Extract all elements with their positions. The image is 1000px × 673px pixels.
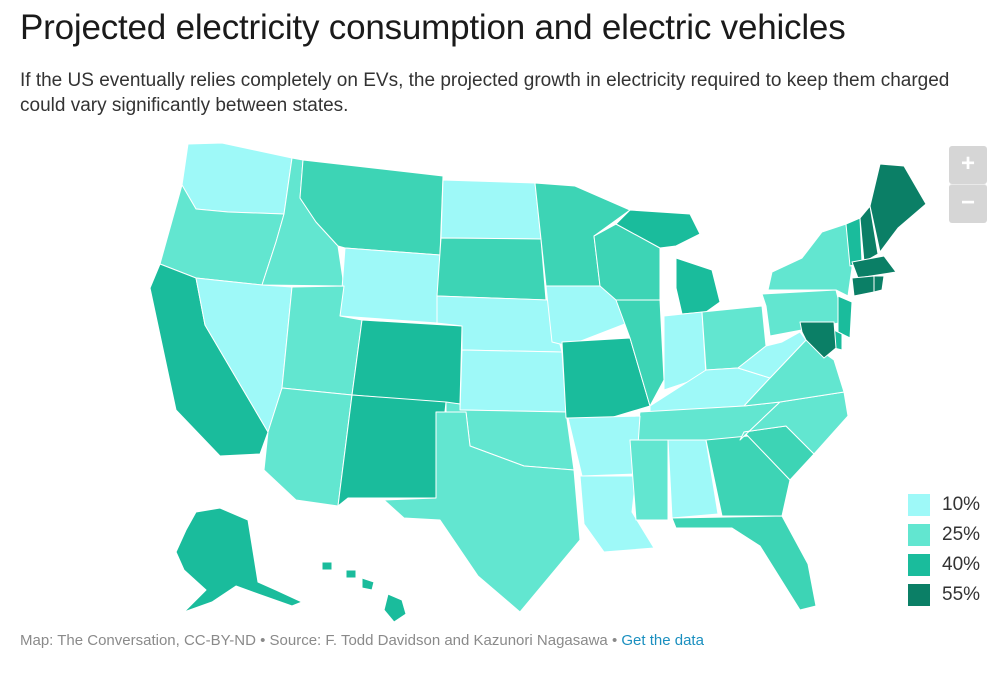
state-rhode-island[interactable] [873,275,885,293]
state-maryland[interactable] [799,321,837,359]
legend-swatch [908,524,930,546]
map-legend: 10% 25% 40% 55% [908,490,980,610]
legend-label: 25% [942,524,981,545]
legend-item: 40% [908,550,980,580]
map-title: Projected electricity consumption and el… [20,8,846,47]
state-alabama[interactable] [667,439,719,519]
state-new-mexico[interactable] [337,394,447,507]
legend-label: 40% [942,554,981,575]
state-hawaii-maui[interactable] [361,577,375,591]
state-texas[interactable] [383,411,581,613]
state-north-dakota[interactable] [440,179,542,240]
legend-swatch [908,554,930,576]
state-washington[interactable] [181,142,293,215]
state-maine[interactable] [869,163,927,253]
state-kansas[interactable] [459,349,567,413]
state-west-virginia[interactable] [737,331,807,379]
state-florida[interactable] [671,515,817,611]
map-subtitle: If the US eventually relies completely o… [20,70,950,116]
legend-swatch [908,584,930,606]
state-new-york[interactable] [767,223,853,297]
state-missouri[interactable] [561,337,651,419]
state-hawaii-kauai[interactable] [321,561,333,571]
zoom-out-button[interactable]: − [949,184,987,223]
state-new-hampshire[interactable] [859,205,879,263]
state-michigan[interactable] [615,209,701,249]
state-south-dakota[interactable] [436,237,547,301]
legend-swatch [908,494,930,516]
legend-label: 10% [942,494,981,515]
zoom-in-button[interactable]: + [949,146,987,184]
state-illinois[interactable] [615,299,665,407]
state-alaska[interactable] [175,507,303,613]
state-arkansas[interactable] [567,415,641,477]
state-massachusetts[interactable] [851,255,897,279]
state-hawaii-oahu[interactable] [345,569,357,579]
legend-item: 55% [908,580,980,610]
source-credit: Map: The Conversation, CC-BY-ND • Source… [20,632,704,649]
get-data-link[interactable]: Get the data [621,632,704,649]
state-wyoming[interactable] [339,247,441,324]
state-new-jersey[interactable] [837,295,853,339]
legend-item: 25% [908,520,980,550]
legend-label: 55% [942,584,981,605]
state-colorado[interactable] [351,319,463,405]
state-michigan-lower[interactable] [675,257,721,315]
source-text: Map: The Conversation, CC-BY-ND • Source… [20,632,622,649]
state-arizona[interactable] [263,387,353,507]
state-georgia[interactable] [705,435,791,517]
legend-item: 10% [908,490,980,520]
state-hawaii-big[interactable] [383,593,407,623]
state-mississippi[interactable] [629,439,669,521]
state-connecticut[interactable] [851,275,875,297]
